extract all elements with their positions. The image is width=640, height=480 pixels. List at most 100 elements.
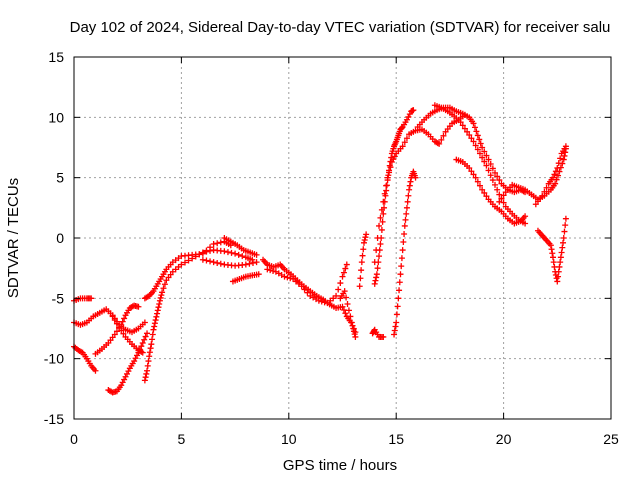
data-point (158, 292, 165, 299)
data-point (343, 261, 350, 268)
data-point (340, 306, 347, 313)
data-point (159, 289, 166, 296)
data-point (118, 327, 125, 334)
data-point (378, 206, 385, 213)
data-point (494, 186, 501, 193)
data-point (377, 241, 384, 248)
data-point (401, 222, 408, 229)
data-point (550, 174, 557, 181)
data-point (562, 143, 569, 150)
data-point (401, 230, 408, 237)
data-point (149, 331, 156, 338)
data-point (116, 324, 123, 331)
data-point (562, 215, 569, 222)
data-point (139, 349, 146, 356)
data-point (483, 162, 490, 169)
data-point (440, 132, 447, 139)
y-tick-label: -5 (52, 290, 65, 306)
data-point (147, 345, 154, 352)
data-point (156, 297, 163, 304)
data-point (471, 124, 478, 131)
data-point (438, 136, 445, 143)
data-point (335, 286, 342, 293)
data-point (161, 281, 168, 288)
data-point (347, 313, 354, 320)
data-point (111, 317, 118, 324)
data-point (203, 257, 210, 264)
data-point (343, 294, 350, 301)
data-point (560, 235, 567, 241)
data-point (381, 190, 388, 197)
chart-title: Day 102 of 2024, Sidereal Day-to-day VTE… (70, 19, 611, 36)
data-point (239, 253, 246, 260)
data-point (472, 174, 479, 181)
data-point (333, 292, 340, 299)
data-point (402, 216, 409, 223)
data-point (464, 128, 471, 135)
data-point (396, 287, 403, 294)
data-point (543, 184, 550, 191)
data-point (228, 249, 235, 256)
data-point (255, 271, 262, 278)
data-point (387, 164, 394, 171)
data-point (113, 320, 120, 327)
data-point (494, 173, 501, 180)
data-point (481, 148, 488, 155)
x-tick-label: 20 (496, 431, 512, 447)
data-point (391, 331, 398, 338)
data-point (399, 247, 406, 254)
series-trace-c (71, 343, 99, 374)
data-point (472, 142, 479, 149)
data-point (394, 303, 401, 310)
series-trace-o (356, 231, 370, 290)
data-point (470, 120, 477, 127)
data-point (217, 239, 224, 246)
data-point (144, 367, 151, 374)
data-point (477, 140, 484, 147)
data-point (351, 331, 358, 338)
data-point (373, 271, 380, 278)
series-trace-m (264, 261, 350, 307)
data-point (221, 248, 228, 255)
data-point (157, 294, 164, 301)
data-point (384, 174, 391, 181)
data-point (138, 343, 145, 350)
data-point (555, 172, 562, 179)
data-point (344, 300, 351, 307)
data-point (145, 358, 152, 365)
data-point (473, 128, 480, 135)
data-point (281, 273, 288, 280)
data-point (151, 323, 158, 330)
y-tick-label: 0 (56, 230, 64, 246)
data-point (246, 260, 253, 267)
data-point (153, 313, 160, 320)
axis-ticks: 0 5 10 15 20 25 -15 -10 -5 0 5 10 15 (44, 49, 619, 447)
data-point (217, 260, 224, 267)
data-point (436, 140, 443, 147)
data-point (359, 252, 366, 259)
data-point (500, 199, 507, 206)
x-axis-label: GPS time / hours (283, 457, 397, 474)
data-point (380, 210, 387, 217)
data-point (541, 188, 548, 195)
data-point (348, 319, 355, 326)
x-tick-label: 10 (281, 431, 297, 447)
series-trace-n (337, 288, 359, 340)
data-point (135, 303, 142, 310)
data-point (399, 143, 406, 150)
data-point (298, 283, 305, 290)
data-point (144, 330, 151, 337)
data-point (146, 353, 153, 360)
data-point (395, 295, 402, 302)
data-point (498, 195, 505, 202)
data-point (363, 231, 370, 238)
data-point (315, 297, 322, 304)
data-point (470, 138, 477, 145)
data-point (141, 319, 148, 326)
data-point (474, 146, 481, 153)
data-point (404, 198, 411, 205)
data-point (350, 325, 357, 332)
data-point (561, 228, 568, 235)
data-point (492, 181, 499, 188)
